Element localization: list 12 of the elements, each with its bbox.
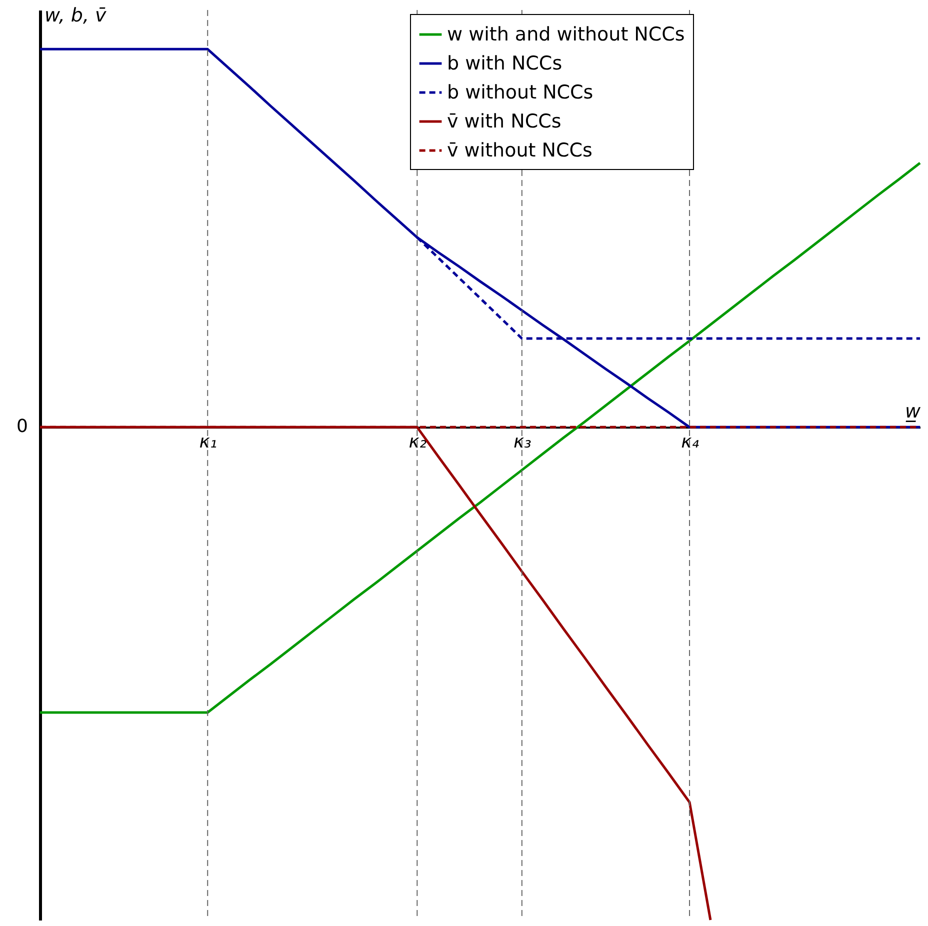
legend-label: w with and without NCCs bbox=[447, 24, 685, 46]
x-tick-label: κ₂ bbox=[408, 432, 427, 453]
legend-label: b without NCCs bbox=[447, 82, 594, 104]
x-tick-label: κ₃ bbox=[513, 432, 532, 453]
legend-label: v̄ with NCCs bbox=[447, 110, 562, 132]
x-tick-label: κ₁ bbox=[199, 432, 218, 453]
text: 0 bbox=[16, 416, 28, 438]
legend-label: v̄ without NCCs bbox=[447, 140, 592, 162]
legend-label: b with NCCs bbox=[447, 52, 562, 74]
y-axis-title: w, b, v̄ bbox=[44, 4, 108, 26]
x-tick-label: κ₄ bbox=[681, 432, 700, 453]
x-axis-title: w̲ bbox=[904, 400, 921, 423]
